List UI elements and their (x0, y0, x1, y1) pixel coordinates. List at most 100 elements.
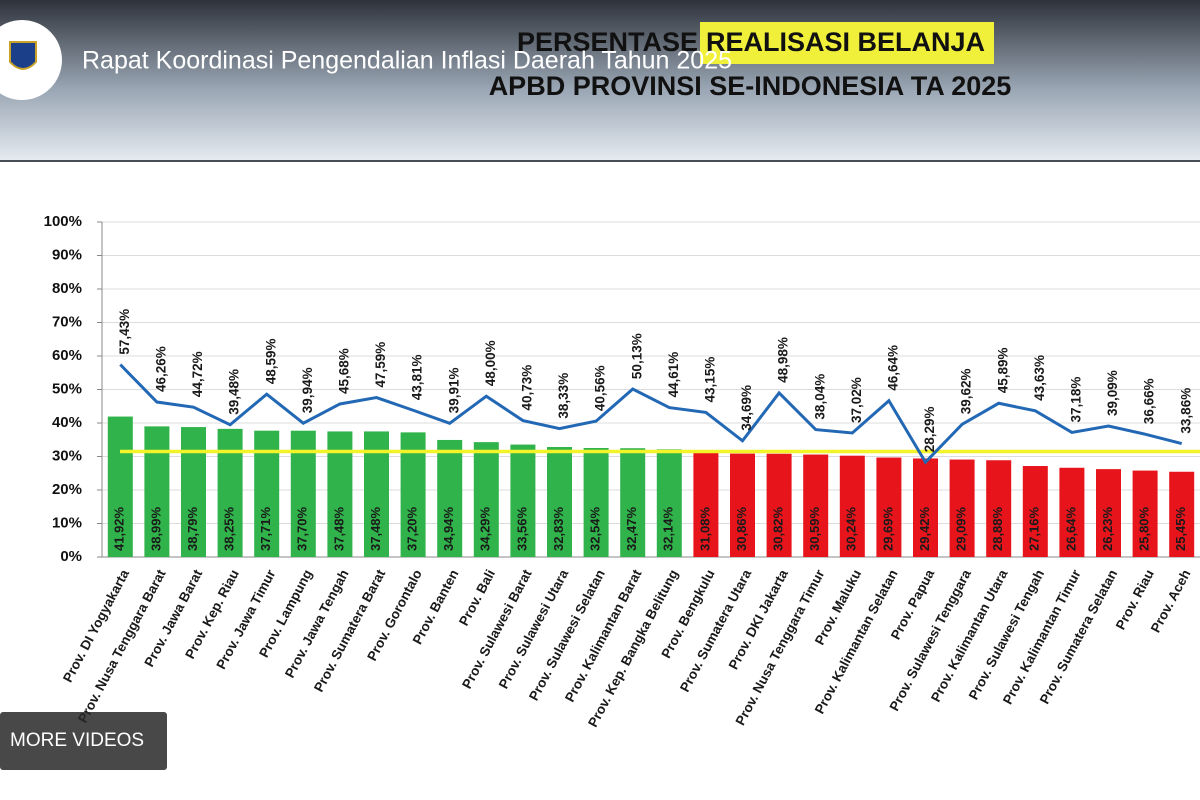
bar (986, 460, 1012, 557)
bar-value-label: 30,59% (807, 506, 822, 551)
bar-value-label: 27,16% (1027, 506, 1042, 551)
bar-value-label: 33,56% (514, 506, 529, 551)
bar-value-label: 26,23% (1100, 506, 1115, 551)
bar-value-label: 37,20% (405, 506, 420, 551)
bar (144, 426, 170, 557)
bar (803, 454, 829, 557)
line-value-label: 34,69% (739, 385, 754, 431)
chart-title-line2: APBD PROVINSI SE-INDONESIA TA 2025 (489, 71, 1012, 101)
bar-value-label: 25,80% (1137, 506, 1152, 551)
bar-value-label: 38,25% (222, 506, 237, 551)
line-value-label: 37,18% (1068, 377, 1083, 423)
y-tick-label: 0% (60, 548, 82, 565)
line-value-label: 43,15% (702, 357, 717, 403)
bar-value-label: 30,24% (844, 506, 859, 551)
x-tick-label: Prov. Sulawesi Utara (496, 567, 572, 692)
line-value-label: 46,64% (885, 345, 900, 391)
bar (547, 447, 572, 557)
video-title[interactable]: Rapat Koordinasi Pengendalian Inflasi Da… (82, 47, 732, 75)
line-value-label: 36,66% (1142, 378, 1157, 424)
bar-value-label: 26,64% (1063, 506, 1078, 551)
bar-value-label: 29,09% (954, 506, 969, 551)
bar (583, 447, 609, 557)
bar-value-label: 31,08% (697, 506, 712, 551)
bar-value-label: 37,48% (331, 506, 346, 551)
bar (839, 455, 865, 557)
line-value-label: 45,68% (336, 348, 351, 394)
x-tick-label: Prov. Sulawesi Barat (459, 567, 535, 692)
line-value-label: 39,48% (227, 369, 242, 415)
bar (1022, 466, 1048, 557)
bar-value-label: 29,69% (880, 506, 895, 551)
y-tick-label: 90% (52, 246, 82, 263)
line-value-label: 43,81% (410, 354, 425, 400)
line-value-label: 46,26% (153, 346, 168, 392)
bar (181, 427, 206, 557)
y-tick-label: 40% (52, 414, 82, 431)
line-value-label: 39,94% (300, 367, 315, 413)
line-value-label: 28,29% (922, 406, 937, 452)
y-tick-label: 60% (52, 347, 82, 364)
bar (1132, 470, 1158, 557)
bar-value-label: 28,88% (990, 506, 1005, 551)
bar (620, 448, 646, 557)
y-tick-label: 80% (52, 280, 82, 297)
line-value-label: 40,73% (519, 365, 534, 411)
line-value-label: 39,62% (959, 368, 974, 414)
y-tick-label: 20% (52, 481, 82, 498)
bar-value-label: 41,92% (112, 506, 127, 551)
more-videos-label[interactable]: MORE VIDEOS (10, 730, 144, 751)
line-value-label: 48,98% (776, 337, 791, 383)
x-tick-label: Prov. Bali (456, 567, 498, 628)
bar-value-label: 37,71% (258, 506, 273, 551)
bar (510, 444, 536, 557)
line-value-label: 38,04% (812, 374, 827, 420)
bar (913, 458, 938, 557)
bar (1169, 471, 1195, 557)
y-tick-label: 50% (52, 380, 82, 397)
bar (1059, 467, 1085, 557)
video-header (0, 0, 1200, 162)
more-videos-button[interactable] (0, 712, 167, 770)
line-value-label: 37,02% (849, 377, 864, 423)
bar-value-label: 32,14% (661, 506, 676, 551)
line-value-label: 57,43% (117, 309, 132, 355)
line-value-label: 44,72% (190, 351, 205, 397)
bar-value-label: 34,94% (441, 506, 456, 551)
bar-value-label: 38,79% (185, 506, 200, 551)
bar-value-label: 32,83% (551, 506, 566, 551)
x-tick-label: Prov. DI Yogyakarta (60, 567, 132, 685)
bar-value-label: 37,48% (368, 506, 383, 551)
chart-title: PERSENTASE (517, 27, 698, 57)
bar (766, 453, 792, 557)
line-value-label: 45,89% (995, 347, 1010, 393)
title-highlight (700, 22, 994, 64)
bar (656, 449, 682, 557)
bar-value-label: 25,45% (1173, 506, 1188, 551)
bar-value-label: 32,47% (624, 506, 639, 551)
bar-value-label: 34,29% (478, 506, 493, 551)
line-value-label: 50,13% (629, 333, 644, 379)
line-value-label: 43,63% (1032, 355, 1047, 401)
line-value-label: 48,00% (483, 340, 498, 386)
bar-value-label: 30,86% (734, 506, 749, 551)
y-tick-label: 100% (44, 213, 82, 230)
bar-value-label: 30,82% (771, 506, 786, 551)
logo-emblem (9, 41, 37, 70)
y-tick-label: 30% (52, 447, 82, 464)
y-tick-label: 10% (52, 514, 82, 531)
bar (876, 457, 902, 557)
line-value-label: 40,56% (593, 365, 608, 411)
bar-value-label: 37,70% (295, 506, 310, 551)
line-value-label: 47,59% (373, 342, 388, 388)
bar-value-label: 29,42% (917, 506, 932, 551)
bar (1096, 469, 1121, 557)
bar (730, 453, 755, 557)
line-value-label: 33,86% (1178, 388, 1193, 434)
bar (107, 416, 133, 557)
plot: 0% 10% 20% 30% 40% 50% 60% 70% 80% 90% 100% 41,92% P… (44, 213, 1200, 730)
line-value-label: 44,61% (666, 352, 681, 398)
bar-value-label: 38,99% (148, 506, 163, 551)
chart-title-highlight: REALISASI BELANJA (706, 27, 985, 57)
